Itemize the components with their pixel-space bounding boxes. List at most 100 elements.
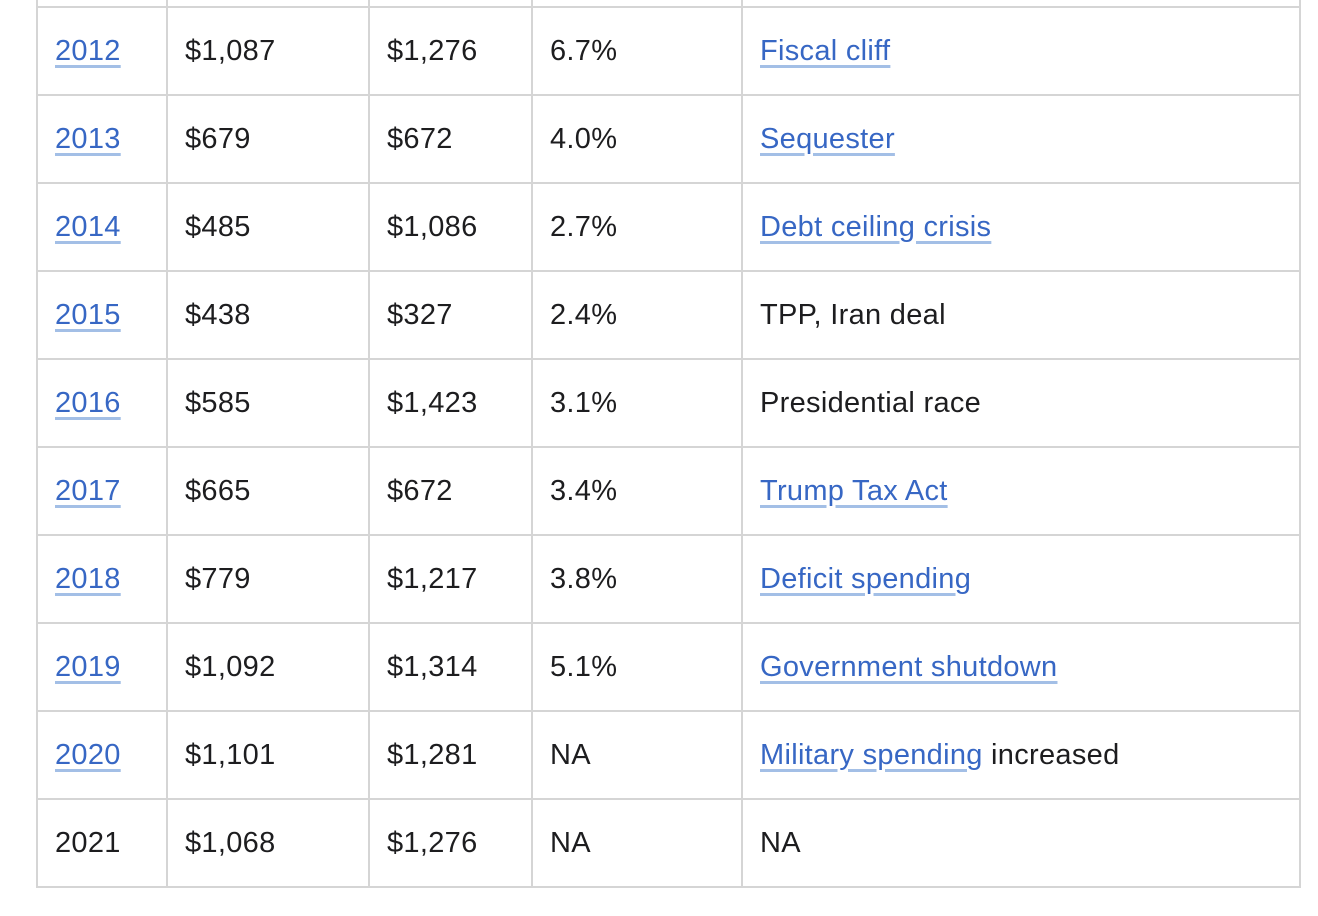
percent-cell: 2.4% [531,270,743,360]
year-cell: 2021 [36,798,168,888]
amount-1-cell [166,0,370,8]
year-link[interactable]: 2019 [55,650,121,683]
amount-1-text: $585 [185,386,251,419]
table-row: 2020 $1,101 $1,281 NA Military spending incr… [36,710,1301,800]
amount-2-text: $672 [387,122,453,155]
year-link[interactable]: 2018 [55,562,121,595]
year-link[interactable]: 2012 [55,34,121,67]
event-link[interactable]: Deficit spending [760,562,972,595]
table-row: 2018 $779 $1,217 3.8% Deficit spending [36,534,1301,624]
year-link[interactable]: 2015 [55,298,121,331]
amount-2-cell: $1,217 [368,534,533,624]
event-link[interactable]: Trump Tax Act [760,474,948,507]
event-cell: Government shutdown [741,622,1301,712]
table-row: 2019 $1,092 $1,314 5.1% Government shutdown [36,622,1301,712]
amount-1-text: $665 [185,474,251,507]
amount-1-text: $485 [185,210,251,243]
amount-1-cell: $485 [166,182,370,272]
year-cell: 2019 [36,622,168,712]
event-link[interactable]: Military spending [760,738,983,771]
percent-cell: NA [531,710,743,800]
amount-1-text: $679 [185,122,251,155]
fiscal-years-table: 2012 $1,087 $1,276 6.7% Fiscal cliff 2013 $679… [36,0,1301,888]
amount-2-text: $1,314 [387,650,478,683]
event-text: TPP, Iran deal [760,298,946,331]
year-link[interactable]: 2013 [55,122,121,155]
percent-cell: 2.7% [531,182,743,272]
year-cell [36,0,168,8]
event-cell: Sequester [741,94,1301,184]
year-link[interactable]: 2014 [55,210,121,243]
amount-2-cell: $327 [368,270,533,360]
percent-cell [531,0,743,8]
event-cell: TPP, Iran deal [741,270,1301,360]
year-link[interactable]: 2017 [55,474,121,507]
amount-1-cell: $1,087 [166,6,370,96]
amount-2-text: $1,423 [387,386,478,419]
amount-1-text: $1,087 [185,34,276,67]
event-link[interactable]: Fiscal cliff [760,34,891,67]
table-row-clipped [36,0,1301,8]
amount-1-cell: $779 [166,534,370,624]
amount-1-cell: $1,068 [166,798,370,888]
amount-2-text: $672 [387,474,453,507]
percent-cell: 3.8% [531,534,743,624]
amount-2-cell: $1,281 [368,710,533,800]
amount-2-cell: $1,314 [368,622,533,712]
year-cell: 2012 [36,6,168,96]
percent-text: 3.4% [550,474,618,507]
event-link[interactable]: Debt ceiling crisis [760,210,992,243]
table-body: 2012 $1,087 $1,276 6.7% Fiscal cliff 2013 $679… [36,0,1301,888]
event-cell: Trump Tax Act [741,446,1301,536]
percent-cell: 5.1% [531,622,743,712]
event-cell [741,0,1301,8]
table-row: 2013 $679 $672 4.0% Sequester [36,94,1301,184]
amount-1-text: $1,101 [185,738,276,771]
amount-1-text: $1,092 [185,650,276,683]
percent-text: 6.7% [550,34,618,67]
percent-text: 2.7% [550,210,618,243]
percent-text: 3.8% [550,562,618,595]
year-link[interactable]: 2016 [55,386,121,419]
amount-2-cell: $672 [368,94,533,184]
percent-text: 3.1% [550,386,618,419]
event-link[interactable]: Government shutdown [760,650,1058,683]
event-text: NA [760,826,801,859]
event-link[interactable]: Sequester [760,122,895,155]
amount-2-text: $1,217 [387,562,478,595]
amount-1-cell: $585 [166,358,370,448]
table-row: 2016 $585 $1,423 3.1% Presidential race [36,358,1301,448]
event-cell: Deficit spending [741,534,1301,624]
amount-1-cell: $1,101 [166,710,370,800]
year-link[interactable]: 2020 [55,738,121,771]
amount-2-cell [368,0,533,8]
table-row: 2015 $438 $327 2.4% TPP, Iran deal [36,270,1301,360]
year-cell: 2017 [36,446,168,536]
percent-cell: NA [531,798,743,888]
table-row: 2017 $665 $672 3.4% Trump Tax Act [36,446,1301,536]
amount-2-cell: $672 [368,446,533,536]
year-cell: 2015 [36,270,168,360]
year-cell: 2020 [36,710,168,800]
amount-1-cell: $665 [166,446,370,536]
event-cell: Presidential race [741,358,1301,448]
percent-cell: 4.0% [531,94,743,184]
amount-2-text: $1,276 [387,34,478,67]
amount-2-cell: $1,276 [368,798,533,888]
event-cell: Debt ceiling crisis [741,182,1301,272]
table-row: 2012 $1,087 $1,276 6.7% Fiscal cliff [36,6,1301,96]
amount-2-text: $327 [387,298,453,331]
amount-2-text: $1,281 [387,738,478,771]
percent-text: 2.4% [550,298,618,331]
amount-1-text: $438 [185,298,251,331]
event-cell: Fiscal cliff [741,6,1301,96]
year-text: 2021 [55,826,121,859]
percent-text: 5.1% [550,650,618,683]
year-cell: 2014 [36,182,168,272]
event-cell: Military spending increased [741,710,1301,800]
amount-2-cell: $1,086 [368,182,533,272]
percent-text: NA [550,826,591,859]
event-text: Presidential race [760,386,982,419]
amount-2-cell: $1,423 [368,358,533,448]
